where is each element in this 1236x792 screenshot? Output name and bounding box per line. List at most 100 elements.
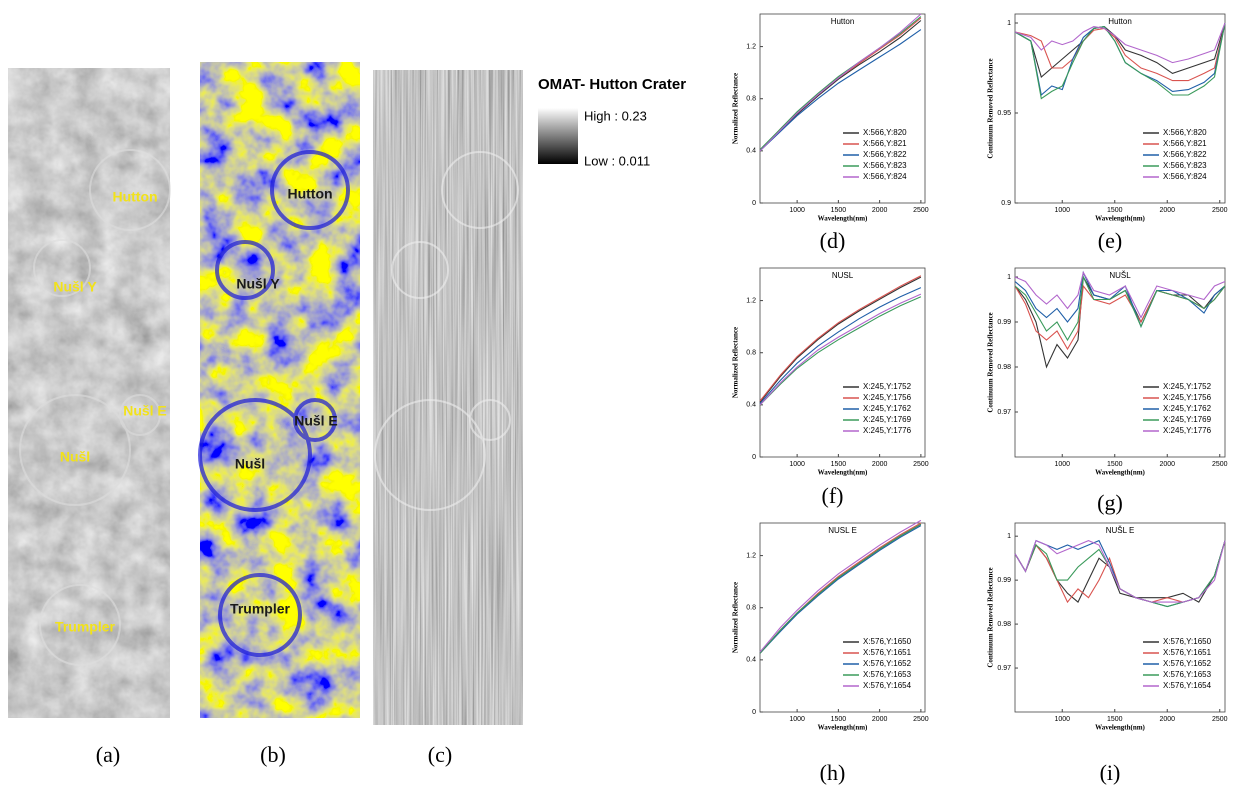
series-line (759, 523, 922, 654)
x-tick-label: 2000 (872, 716, 888, 723)
image-c (373, 70, 523, 725)
legend-label: X:245,Y:1752 (1163, 382, 1212, 391)
legend-label: X:245,Y:1776 (863, 426, 912, 435)
legend-label: X:576,Y:1652 (1163, 659, 1212, 668)
chart-title: NUŠL (1109, 271, 1131, 280)
y-axis-label: Normalized Reflectance (732, 582, 740, 653)
x-tick-label: 2000 (872, 461, 888, 468)
crater-label: Hutton (287, 186, 332, 202)
series-line (759, 519, 922, 653)
series-line (1014, 22, 1226, 78)
legend-label: X:576,Y:1654 (863, 681, 912, 690)
x-tick-label: 2000 (872, 207, 888, 214)
x-tick-label: 2000 (1159, 207, 1175, 214)
y-tick-label: 0.8 (746, 96, 756, 103)
x-tick-label: 1000 (789, 207, 805, 214)
x-tick-label: 2500 (913, 461, 929, 468)
chart-title: Hutton (1108, 17, 1132, 26)
y-axis-label: Continuum Removed Reflectance (987, 312, 995, 412)
x-tick-label: 1500 (831, 207, 847, 214)
crater-label: Nušl (60, 449, 90, 465)
series-line (759, 29, 922, 152)
x-axis-label: Wavelength(nm) (818, 215, 868, 223)
series-line (759, 275, 922, 402)
x-tick-label: 2500 (1212, 207, 1228, 214)
x-tick-label: 2500 (913, 716, 929, 723)
y-tick-label: 0.8 (746, 350, 756, 357)
plot-frame (1014, 13, 1226, 204)
series-line (759, 525, 922, 654)
plot-frame (759, 13, 926, 204)
series-line (759, 522, 922, 654)
y-tick-label: 1.2 (746, 43, 756, 50)
crater-label: Nušl (235, 456, 265, 472)
legend-label: X:566,Y:820 (863, 128, 907, 137)
x-tick-label: 1500 (831, 716, 847, 723)
chart: 1000 1500 2000 2500 0.9 0.95 1 Hutton Wavelength… (987, 13, 1228, 253)
panel-caption: (c) (428, 742, 452, 767)
x-axis-label: Wavelength(nm) (1095, 215, 1145, 223)
y-tick-label: 0.4 (746, 402, 756, 409)
x-tick-label: 2500 (913, 207, 929, 214)
chart: 1000 1500 2000 2500 0.97 0.98 0.99 1 NUŠL E Wavel… (987, 522, 1228, 785)
legend-label: X:245,Y:1762 (863, 404, 912, 413)
chart: 1000 1500 2000 2500 0.97 0.98 0.99 1 NUŠL Wavelen… (987, 267, 1228, 515)
x-tick-label: 1000 (789, 461, 805, 468)
x-tick-label: 1000 (1054, 461, 1070, 468)
crater-label: Trumpler (55, 619, 115, 635)
color-ramp (538, 108, 578, 164)
y-tick-label: 1.2 (746, 297, 756, 304)
chart-title: NUSL E (828, 526, 857, 535)
lunar-image (373, 70, 523, 725)
y-tick-label: 0.8 (746, 605, 756, 612)
crater-label: Nušl Y (236, 276, 280, 292)
y-tick-label: 1 (1007, 20, 1011, 27)
series-line (759, 296, 922, 406)
series-line (759, 293, 922, 406)
legend-label: X:566,Y:824 (1163, 172, 1207, 181)
panel-caption: (a) (96, 742, 120, 767)
legend-label: X:245,Y:1752 (863, 382, 912, 391)
chart-title: Hutton (831, 17, 855, 26)
chart: 1000 1500 2000 2500 0 0.4 0.8 1.2 NUSL E Waveleng… (732, 519, 929, 785)
x-axis-label: Wavelength(nm) (818, 469, 868, 477)
x-axis-label: Wavelength(nm) (1095, 724, 1145, 732)
series-line (759, 523, 922, 654)
y-tick-label: 0 (752, 454, 756, 461)
x-tick-label: 1500 (1107, 207, 1123, 214)
legend-label: X:576,Y:1653 (863, 670, 912, 679)
legend-label: X:245,Y:1756 (863, 393, 912, 402)
legend-label: X:566,Y:821 (863, 139, 907, 148)
legend-label: X:566,Y:823 (863, 161, 907, 170)
legend-label: X:576,Y:1650 (1163, 637, 1212, 646)
series-line (1014, 275, 1226, 342)
y-tick-label: 1 (1007, 533, 1011, 540)
panel-caption: (b) (260, 742, 286, 767)
x-tick-label: 1500 (831, 461, 847, 468)
panel-caption: (i) (1100, 760, 1121, 785)
legend-label: X:245,Y:1756 (1163, 393, 1212, 402)
y-axis-label: Continuum Removed Reflectance (987, 58, 995, 158)
y-tick-label: 0.95 (997, 110, 1011, 117)
legend-label: X:576,Y:1651 (1163, 648, 1212, 657)
chart: 1000 1500 2000 2500 0 0.4 0.8 1.2 Hutton Waveleng… (732, 13, 929, 253)
x-tick-label: 1000 (1054, 716, 1070, 723)
crater-label: Nušl E (123, 403, 167, 419)
series-line (759, 16, 922, 150)
y-tick-label: 0.98 (997, 621, 1011, 628)
crater-label: Nušl Y (53, 279, 97, 295)
chart-title: NUŠL E (1106, 526, 1135, 535)
legend-label: X:566,Y:823 (1163, 161, 1207, 170)
legend-title: OMAT- Hutton Crater (538, 76, 686, 93)
legend-label: X:576,Y:1652 (863, 659, 912, 668)
y-tick-label: 1.2 (746, 552, 756, 559)
image-b (198, 62, 360, 718)
x-axis-label: Wavelength(nm) (1095, 469, 1145, 477)
legend-label: X:566,Y:820 (1163, 128, 1207, 137)
legend-label: X:245,Y:1776 (1163, 426, 1212, 435)
legend-low: Low : 0.011 (584, 153, 650, 168)
plot-frame (1014, 267, 1226, 458)
series-line (1014, 540, 1226, 603)
